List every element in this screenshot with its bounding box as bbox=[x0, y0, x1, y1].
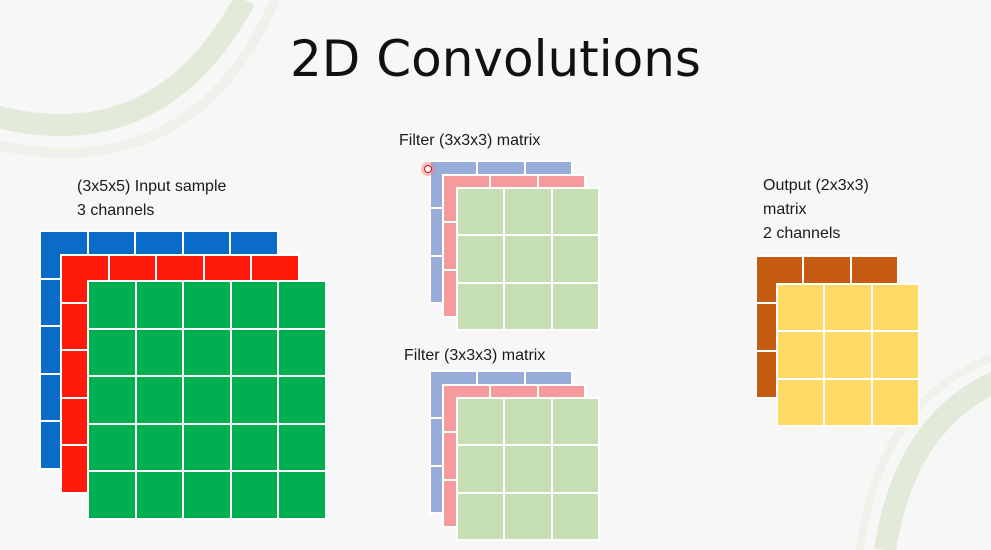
matrix-cell bbox=[135, 376, 184, 424]
matrix-cell bbox=[88, 471, 136, 519]
matrix-cell bbox=[551, 235, 599, 283]
matrix-cell bbox=[457, 445, 505, 493]
matrix-cell bbox=[504, 445, 552, 493]
output-label: Output (2x3x3) matrix 2 channels bbox=[763, 174, 869, 246]
pointer-dot-icon bbox=[424, 165, 432, 173]
matrix-cell bbox=[457, 282, 505, 330]
matrix-cell bbox=[88, 423, 136, 472]
matrix-cell bbox=[777, 284, 825, 332]
matrix-cell bbox=[61, 255, 109, 303]
matrix-cell bbox=[504, 235, 552, 283]
matrix-cell bbox=[504, 282, 552, 330]
filter-2-label: Filter (3x3x3) matrix bbox=[404, 347, 546, 364]
matrix-cell bbox=[135, 328, 184, 377]
matrix-cell bbox=[504, 188, 552, 236]
matrix-cell bbox=[551, 282, 599, 330]
matrix-cell bbox=[183, 328, 231, 377]
matrix-cell bbox=[777, 378, 825, 426]
slide-title: 2D Convolutions bbox=[290, 30, 701, 88]
matrix-cell bbox=[88, 376, 136, 424]
matrix-cell bbox=[871, 331, 919, 379]
matrix-cell bbox=[135, 471, 184, 519]
output-label-line3: 2 channels bbox=[763, 225, 841, 242]
matrix-cell bbox=[278, 328, 326, 377]
matrix-cell bbox=[551, 398, 599, 446]
matrix-cell bbox=[551, 492, 599, 540]
matrix-cell bbox=[230, 281, 279, 329]
matrix-cell bbox=[824, 331, 872, 379]
filter-1-label: Filter (3x3x3) matrix bbox=[399, 132, 541, 149]
matrix-cell bbox=[135, 281, 184, 329]
matrix-cell bbox=[183, 471, 231, 519]
matrix-cell bbox=[88, 328, 136, 377]
matrix-cell bbox=[777, 331, 825, 379]
matrix-cell bbox=[230, 376, 279, 424]
output-label-line1: Output (2x3x3) bbox=[763, 177, 869, 194]
matrix-cell bbox=[278, 281, 326, 329]
matrix-cell bbox=[551, 188, 599, 236]
matrix-cell bbox=[824, 284, 872, 332]
matrix-cell bbox=[504, 398, 552, 446]
matrix-cell bbox=[824, 378, 872, 426]
matrix-cell bbox=[278, 423, 326, 472]
matrix-cell bbox=[230, 328, 279, 377]
matrix-cell bbox=[278, 471, 326, 519]
output-label-line2: matrix bbox=[763, 201, 807, 218]
matrix-cell bbox=[871, 284, 919, 332]
filter-1-channel-3 bbox=[456, 187, 600, 331]
pointer-highlight-icon bbox=[421, 162, 435, 176]
matrix-cell bbox=[230, 471, 279, 519]
input-channel-3 bbox=[87, 280, 327, 520]
matrix-cell bbox=[457, 398, 505, 446]
matrix-cell bbox=[457, 188, 505, 236]
input-label: (3x5x5) Input sample 3 channels bbox=[77, 175, 226, 223]
matrix-cell bbox=[183, 281, 231, 329]
matrix-cell bbox=[551, 445, 599, 493]
matrix-cell bbox=[88, 281, 136, 329]
matrix-cell bbox=[457, 235, 505, 283]
matrix-cell bbox=[278, 376, 326, 424]
output-channel-2 bbox=[776, 283, 920, 427]
input-label-line1: (3x5x5) Input sample bbox=[77, 178, 227, 195]
matrix-cell bbox=[457, 492, 505, 540]
matrix-cell bbox=[871, 378, 919, 426]
filter-2-channel-3 bbox=[456, 397, 600, 541]
matrix-cell bbox=[135, 423, 184, 472]
matrix-cell bbox=[183, 376, 231, 424]
input-label-line2: 3 channels bbox=[77, 202, 155, 219]
matrix-cell bbox=[230, 423, 279, 472]
matrix-cell bbox=[504, 492, 552, 540]
matrix-cell bbox=[183, 423, 231, 472]
